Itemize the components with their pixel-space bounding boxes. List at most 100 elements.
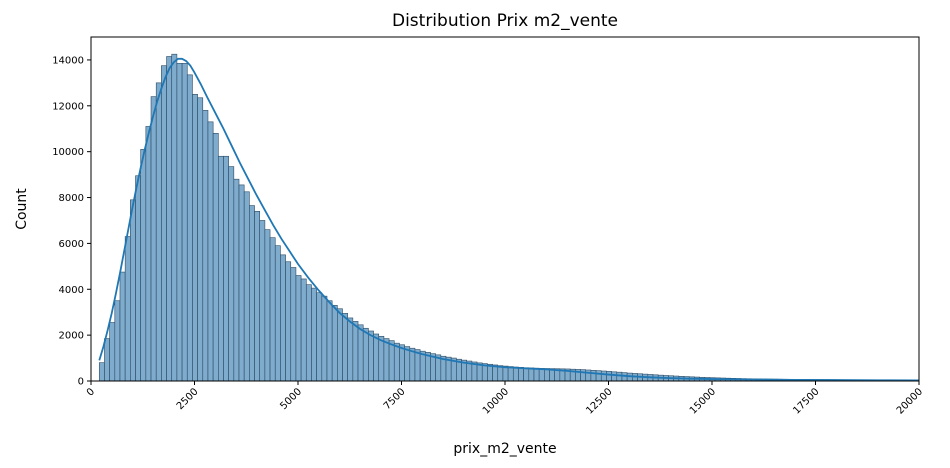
histogram-bar (305, 284, 312, 382)
histogram-bar (280, 254, 286, 382)
histogram-bar (523, 367, 530, 382)
histogram-bar (512, 366, 519, 382)
histogram-bar (218, 155, 224, 382)
histogram-bar (109, 322, 116, 382)
kde-curve (98, 57, 920, 382)
histogram-bar (223, 155, 229, 382)
histogram-bar (393, 342, 400, 382)
histogram-bar (368, 330, 374, 382)
histogram-bar (616, 371, 623, 382)
x-tick-label: 0 (85, 386, 97, 398)
histogram-bar (192, 94, 198, 382)
histogram-bar (518, 367, 524, 382)
histogram-bar (274, 245, 281, 382)
x-tick-label: 5000 (278, 386, 304, 412)
histogram-bar (606, 371, 612, 382)
histogram-bar (155, 82, 162, 382)
histogram-bar (243, 191, 250, 382)
x-axis: 0 2500 5000 7500 10000 12500 15000 17500 20000 (85, 381, 925, 417)
histogram-bar (207, 121, 214, 382)
y-tick-label: 12000 (52, 101, 84, 112)
histogram-bar (269, 237, 276, 382)
histogram-bar (181, 63, 188, 382)
histogram-bar (357, 324, 364, 382)
y-axis: 0 2000 4000 6000 8000 10000 12000 14000 (52, 55, 91, 388)
histogram-bar (373, 333, 380, 382)
x-tick-label: 2500 (175, 386, 201, 412)
histogram-bar (383, 338, 390, 382)
histogram-bar (347, 317, 354, 382)
y-tick-label: 14000 (52, 55, 84, 66)
histogram-bar (497, 365, 504, 382)
histogram-bar (362, 327, 369, 382)
x-tick-label: 15000 (688, 386, 718, 416)
histogram-bar (228, 166, 235, 382)
x-axis-title: prix_m2_vente (453, 441, 556, 457)
histogram-bar (114, 300, 121, 382)
histogram-bar (404, 346, 411, 382)
histogram-bar (176, 63, 183, 382)
histogram-bar (595, 370, 602, 382)
histogram-bar (130, 199, 136, 382)
histogram-bar (585, 369, 592, 382)
histogram-bar (233, 178, 240, 382)
histogram-bar (212, 133, 219, 382)
histogram-bar (419, 350, 426, 382)
histogram-bar (186, 74, 193, 382)
histogram-bar (295, 275, 302, 382)
histogram-bar (264, 229, 271, 382)
histogram-bars (98, 53, 902, 382)
x-tick-label: 17500 (791, 386, 821, 416)
x-tick-label: 12500 (584, 386, 614, 416)
histogram-bar (150, 96, 157, 382)
histogram-bar (533, 367, 540, 382)
histogram-bar (321, 295, 328, 382)
histogram-bar (388, 340, 395, 382)
y-tick-label: 8000 (59, 193, 84, 204)
histogram-bar (502, 365, 509, 382)
histogram-bar (202, 110, 209, 382)
histogram-bar (104, 338, 110, 382)
x-tick-label: 10000 (481, 386, 511, 416)
histogram-bar (145, 126, 152, 382)
histogram-bar (197, 97, 204, 382)
histogram-bar (316, 292, 323, 382)
histogram-bar (254, 210, 261, 382)
histogram-bar (140, 149, 147, 382)
x-tick-label: 7500 (382, 386, 408, 412)
histogram-bar (300, 278, 307, 382)
histogram-bar (409, 347, 416, 382)
histogram-bar (611, 371, 618, 382)
histogram-bar (98, 362, 105, 382)
histogram-bar (414, 349, 421, 382)
histogram-bar (249, 205, 255, 382)
histogram-bar (166, 56, 173, 382)
histogram-bar (399, 344, 405, 382)
histogram-bar (507, 366, 514, 382)
y-axis-title: Count (14, 188, 30, 230)
histogram-bar (135, 175, 141, 382)
histogram-bar (285, 261, 292, 382)
histogram-bar (290, 267, 297, 382)
histogram-bar (124, 236, 131, 382)
histogram-bar (311, 287, 317, 382)
y-tick-label: 2000 (59, 331, 84, 342)
histogram-bar (171, 53, 178, 382)
histogram-bar (119, 271, 126, 382)
histogram-bar (600, 370, 607, 382)
y-tick-label: 10000 (52, 147, 84, 158)
histogram-bar (161, 65, 167, 382)
y-tick-label: 4000 (59, 285, 84, 296)
histogram-bar (590, 370, 597, 382)
histogram-bar (528, 367, 535, 382)
histogram-bar (259, 220, 266, 382)
histogram-bar (331, 305, 338, 382)
y-tick-label: 6000 (59, 239, 84, 250)
chart-title: Distribution Prix m2_vente (392, 11, 618, 31)
histogram-bar (538, 368, 545, 382)
histogram-bar (326, 300, 333, 382)
histogram-bar (337, 308, 343, 382)
histogram-bar (352, 321, 359, 382)
